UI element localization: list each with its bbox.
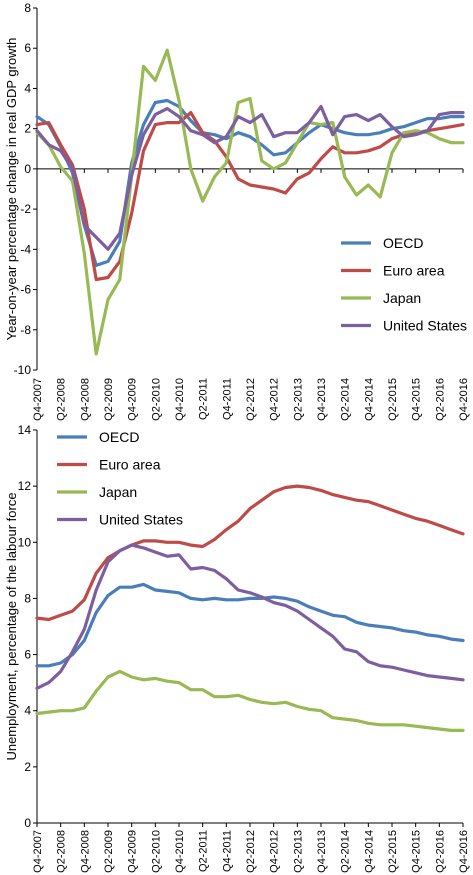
series-line-united-states <box>35 543 465 690</box>
y-axis-title: Unemployment, percentage of the labour f… <box>4 492 19 760</box>
x-tick-label: Q2-2016 <box>434 378 446 421</box>
x-tick-label: Q4-2011 <box>221 378 233 420</box>
y-tick-label: 6 <box>24 648 31 662</box>
series-line-euro-area <box>35 110 465 282</box>
x-tick-label: Q2-2014 <box>340 378 352 421</box>
legend-label-japan: Japan <box>99 484 137 500</box>
x-tick-label: Q4-2009 <box>127 378 139 421</box>
y-tick-label: -4 <box>20 242 31 256</box>
legend-label-euro-area: Euro area <box>99 457 161 473</box>
legend-label-euro-area: Euro area <box>383 263 445 279</box>
x-tick-label: Q4-2016 <box>458 830 470 873</box>
x-tick-label: Q2-2008 <box>56 830 68 873</box>
x-tick-label: Q4-2012 <box>269 378 281 421</box>
x-tick-label: Q4-2010 <box>174 378 186 421</box>
x-tick-label: Q2-2010 <box>150 830 162 873</box>
y-tick-label: 2 <box>24 122 31 136</box>
x-tick-label: Q4-2010 <box>174 830 186 873</box>
x-tick-label: Q4-2008 <box>79 830 91 873</box>
unemployment-chart: 0 2 4 6 8 10 12 14 Q4-2007 Q2-2008 Q4-2008 Q2-2009 Q… <box>4 423 470 873</box>
series-line-euro-area <box>35 484 465 622</box>
x-tick-label: Q4-2015 <box>411 830 423 873</box>
x-tick-label: Q2-2013 <box>292 830 304 873</box>
y-tick-label: 12 <box>18 479 32 493</box>
x-tick-label: Q2-2016 <box>434 830 446 873</box>
x-tick-label: Q2-2009 <box>103 830 115 873</box>
x-tick-label: Q4-2013 <box>316 378 328 421</box>
y-tick-label: 0 <box>24 816 31 830</box>
y-tick-label: -10 <box>14 363 32 377</box>
y-tick-label: -2 <box>20 202 31 216</box>
series-line-japan <box>35 669 465 733</box>
y-tick-label: -6 <box>20 283 31 297</box>
x-tick-label: Q2-2009 <box>103 378 115 421</box>
x-tick-label: Q4-2009 <box>127 830 139 873</box>
series-line-oecd <box>35 582 465 668</box>
x-tick-label: Q2-2014 <box>340 830 352 873</box>
x-tick-label: Q4-2012 <box>269 830 281 873</box>
x-tick-label: Q2-2011 <box>198 830 210 872</box>
x-tick-label: Q2-2015 <box>387 830 399 873</box>
y-tick-label: 14 <box>18 423 32 437</box>
x-tick-label: Q4-2011 <box>221 830 233 872</box>
x-tick-label: Q4-2014 <box>363 830 375 873</box>
x-tick-label: Q2-2012 <box>245 830 257 873</box>
legend-label-united-states: United States <box>383 318 467 334</box>
x-tick-label: Q4-2015 <box>411 378 423 421</box>
gdp-growth-chart: -10 -8 -6 -4 -2 0 2 4 6 8 Q4-2007 Q2-2008 Q4-2008 Q2-… <box>4 1 470 421</box>
x-tick-label: Q2-2015 <box>387 378 399 421</box>
legend-label-japan: Japan <box>383 290 421 306</box>
x-tick-label: Q4-2007 <box>32 830 44 873</box>
y-tick-label: 0 <box>24 162 31 176</box>
legend-label-oecd: OECD <box>99 429 139 445</box>
x-tick-label: Q4-2016 <box>458 378 470 421</box>
legend-label-oecd: OECD <box>383 235 423 251</box>
y-axis-title: Year-on-year percentage change in real G… <box>4 38 19 341</box>
x-tick-label: Q2-2011 <box>198 378 210 420</box>
y-tick-label: 10 <box>18 535 32 549</box>
y-tick-label: 6 <box>24 41 31 55</box>
y-tick-label: 4 <box>24 704 31 718</box>
series-line-japan <box>35 48 465 356</box>
x-tick-label: Q2-2012 <box>245 378 257 421</box>
x-tick-label: Q2-2008 <box>56 378 68 421</box>
legend-label-united-states: United States <box>99 512 183 528</box>
x-tick-label: Q4-2013 <box>316 830 328 873</box>
y-tick-label: 8 <box>24 1 31 15</box>
x-tick-label: Q4-2008 <box>79 378 91 421</box>
x-tick-label: Q2-2010 <box>150 378 162 421</box>
x-tick-label: Q4-2007 <box>32 378 44 421</box>
y-tick-label: 4 <box>24 81 31 95</box>
x-tick-label: Q2-2013 <box>292 378 304 421</box>
y-tick-label: 8 <box>24 591 31 605</box>
series-line-united-states <box>35 104 465 251</box>
y-tick-label: -8 <box>20 323 31 337</box>
x-tick-label: Q4-2014 <box>363 378 375 421</box>
y-tick-label: 2 <box>24 760 31 774</box>
